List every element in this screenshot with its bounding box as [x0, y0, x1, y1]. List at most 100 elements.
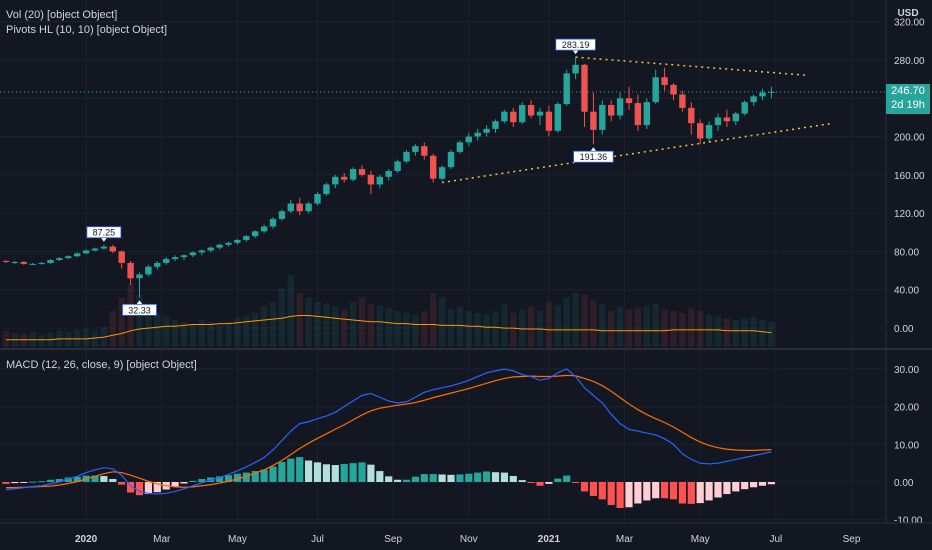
macd-histogram-bar: [38, 481, 46, 483]
macd-histogram-bar: [420, 474, 428, 482]
candle-body: [287, 203, 294, 212]
time-tick-label: 2021: [538, 534, 561, 545]
volume-bar: [563, 297, 570, 347]
macd-histogram-bar: [732, 482, 740, 492]
volume-bar: [38, 334, 45, 347]
macd-histogram-bar: [260, 469, 268, 482]
pivot-label-box: [573, 150, 614, 163]
candle-body: [349, 169, 357, 180]
price-tick-label: 40.00: [894, 286, 919, 297]
currency-button[interactable]: USD: [897, 8, 919, 19]
volume-bar: [616, 306, 624, 347]
volume-bar: [465, 311, 472, 347]
macd-histogram-bar: [580, 482, 589, 492]
last-price-tag: 246.70 2d 19h: [886, 83, 930, 114]
volume-bar: [2, 330, 10, 347]
candle-body: [127, 262, 134, 279]
candle-body: [252, 231, 259, 237]
pivot-label: 283.19: [562, 40, 590, 50]
pivot-label-box: [86, 226, 122, 239]
candle-body: [154, 262, 161, 267]
macd-histogram-bar: [678, 482, 686, 504]
time-tick-label: Sep: [843, 534, 861, 545]
volume-bar: [234, 318, 241, 347]
volume-bar: [260, 306, 268, 347]
candle-body: [723, 117, 731, 122]
candle-body: [492, 121, 499, 129]
candle-body: [278, 211, 286, 219]
candle-body: [100, 246, 108, 249]
pivot-pointer: [590, 147, 597, 152]
volume-bar: [670, 311, 677, 347]
volume-bar: [732, 320, 739, 347]
price-tick-label: 80.00: [894, 247, 919, 258]
volume-bar: [625, 309, 633, 347]
macd-histogram-bar: [269, 466, 277, 482]
macd-histogram-bar: [73, 476, 81, 482]
macd-histogram-bar: [625, 482, 633, 508]
volume-bar: [723, 318, 731, 347]
macd-histogram-bar: [652, 482, 660, 499]
volume-bar: [82, 329, 90, 347]
macd-histogram-bar: [322, 464, 330, 482]
macd-histogram-bar: [518, 480, 526, 482]
volume-bar: [163, 316, 170, 347]
candle-body: [652, 77, 659, 103]
macd-histogram-bar: [385, 476, 393, 482]
macd-line: [5, 368, 772, 495]
macd-histogram-bar: [607, 482, 615, 505]
volume-bar: [474, 312, 481, 347]
volume-bar: [412, 314, 419, 347]
macd-histogram-bar: [563, 475, 571, 482]
price-tick-label: 160.00: [894, 171, 925, 182]
macd-histogram-bar: [474, 472, 482, 482]
volume-bar: [171, 320, 179, 347]
time-tick-label: May: [228, 534, 247, 545]
candle-body: [56, 258, 63, 261]
candle-body: [29, 263, 36, 265]
macd-histogram-bar: [358, 462, 366, 482]
volume-bar: [296, 293, 303, 347]
macd-histogram-bar: [198, 478, 206, 482]
volume-bar: [376, 305, 383, 347]
candle-body: [750, 96, 757, 103]
volume-bar: [599, 303, 606, 347]
candle-body: [430, 155, 437, 179]
macd-histogram-bar: [29, 481, 37, 483]
candle-body: [20, 261, 27, 264]
candle-body: [697, 123, 704, 139]
volume-bar: [510, 312, 517, 347]
candle-body: [269, 218, 277, 227]
macd-histogram-bar: [331, 465, 339, 482]
candle-body: [563, 73, 570, 105]
volume-bar: [438, 297, 446, 347]
macd-histogram-bar: [411, 476, 419, 482]
macd-tick-label: 10.00: [894, 440, 919, 451]
volume-bar: [216, 324, 223, 347]
candle-body: [465, 136, 472, 143]
pivot-pointer: [100, 237, 107, 242]
macd-histogram-bar: [100, 475, 108, 482]
volume-bar: [697, 311, 704, 347]
macd-histogram-bar: [438, 474, 446, 482]
macd-histogram-bar: [20, 482, 28, 483]
candle-body: [474, 132, 481, 137]
candle-body: [599, 104, 606, 130]
macd-tick-label: 0.00: [894, 478, 914, 489]
volume-bar: [652, 303, 659, 347]
macd-histogram-bar: [741, 482, 749, 490]
macd-histogram-bar: [616, 482, 624, 508]
macd-histogram-bar: [500, 472, 508, 482]
candle-body: [118, 251, 125, 263]
volume-bar: [545, 302, 553, 347]
pivot-label-box: [122, 303, 157, 316]
volume-bar: [207, 321, 214, 347]
candle-body: [260, 226, 268, 232]
volume-bar: [554, 305, 561, 347]
candle-body: [554, 104, 561, 131]
candle-body: [305, 203, 312, 212]
volume-bar: [252, 312, 259, 347]
volume-bar: [634, 307, 642, 347]
candle-body: [385, 171, 392, 177]
